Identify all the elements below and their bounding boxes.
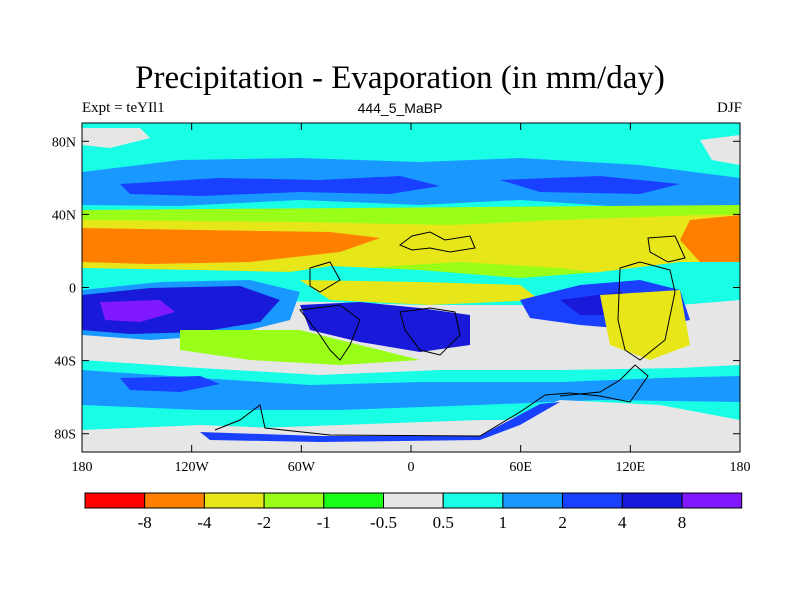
colorbar-swatch: [84, 492, 146, 509]
south-pacific-purple: [100, 300, 175, 322]
season-label: DJF: [716, 100, 742, 116]
south-pacific-dark-blue: [82, 286, 280, 334]
south-atlantic-dark-blue: [300, 302, 470, 352]
antarctic-coast-blue: [200, 402, 560, 442]
southern-ocean-dark-blue: [120, 376, 220, 392]
central-america-outline: [309, 261, 341, 293]
north-subtropic-orange-west: [82, 228, 380, 264]
australia-orange: [600, 290, 690, 360]
x-axis: 180 120W 60W 0 60E 120E 180: [72, 123, 751, 475]
x-tick-label: 0: [408, 460, 415, 475]
colorbar-label: -1: [317, 513, 331, 532]
colorbar-label: -0.5: [370, 513, 397, 532]
colorbar-label: -2: [257, 513, 271, 532]
colorbar-swatch: [263, 492, 325, 509]
africa-outline: [399, 307, 461, 356]
colorbar-label: 4: [618, 513, 627, 532]
antarctica-outline: [214, 364, 649, 437]
map-title: Precipitation - Evaporation (in mm/day): [135, 60, 665, 96]
y-axis: 80N 40N 0 40S 80S: [52, 135, 740, 443]
asia-outline: [647, 235, 686, 263]
x-tick-label: 180: [730, 460, 751, 475]
y-tick-label: 40S: [54, 355, 76, 370]
north-america-outline: [399, 231, 476, 253]
colorbar-swatch: [383, 492, 444, 509]
colorbar-swatch: [621, 492, 683, 509]
colorbar-swatch: [442, 492, 504, 509]
australia-outline: [617, 261, 676, 361]
south-america-outline: [299, 304, 361, 361]
high-lat-dark-blue-band: [120, 176, 440, 196]
y-tick-label: 0: [69, 282, 76, 297]
north-subtropic-orange-east: [680, 215, 740, 268]
continent-outlines: [214, 231, 686, 437]
high-lat-dark-blue-band-east: [500, 176, 680, 194]
colorbar-label: 1: [499, 513, 508, 532]
y-tick-label: 40N: [52, 208, 76, 223]
y-tick-label: 80N: [52, 135, 76, 150]
x-tick-label: 180: [72, 460, 93, 475]
southern-ocean-green: [180, 330, 420, 365]
x-tick-label: 60W: [288, 460, 316, 475]
subtitle-label: 444_5_MaBP: [357, 100, 443, 116]
x-tick-label: 120W: [175, 460, 210, 475]
colorbar-label: 2: [558, 513, 567, 532]
colorbar-swatch: [203, 492, 265, 509]
colorbar-swatch: [681, 492, 743, 509]
x-tick-label: 60E: [509, 460, 532, 475]
colorbar-swatch: [502, 492, 564, 509]
x-tick-label: 120E: [616, 460, 646, 475]
colorbar-label: -4: [197, 513, 212, 532]
arctic-gray-patch-east: [700, 135, 740, 165]
y-tick-label: 80S: [54, 428, 76, 443]
colorbar-swatch: [323, 492, 384, 509]
colorbar-swatch: [562, 492, 623, 509]
southern-ocean-blue: [82, 370, 740, 410]
colorbar-label: 0.5: [433, 513, 454, 532]
colorbar-label: -8: [138, 513, 152, 532]
colorbar: -8 -4 -2 -1 -0.5 0.5 1 2 4 8: [84, 492, 743, 532]
equatorial-yellow-zone: [300, 280, 540, 305]
map-plot-area: [82, 123, 740, 452]
colorbar-swatch: [144, 492, 205, 509]
experiment-label: Expt = teYIl1: [82, 100, 165, 116]
arctic-gray-patch: [82, 128, 150, 148]
colorbar-label: 8: [678, 513, 687, 532]
